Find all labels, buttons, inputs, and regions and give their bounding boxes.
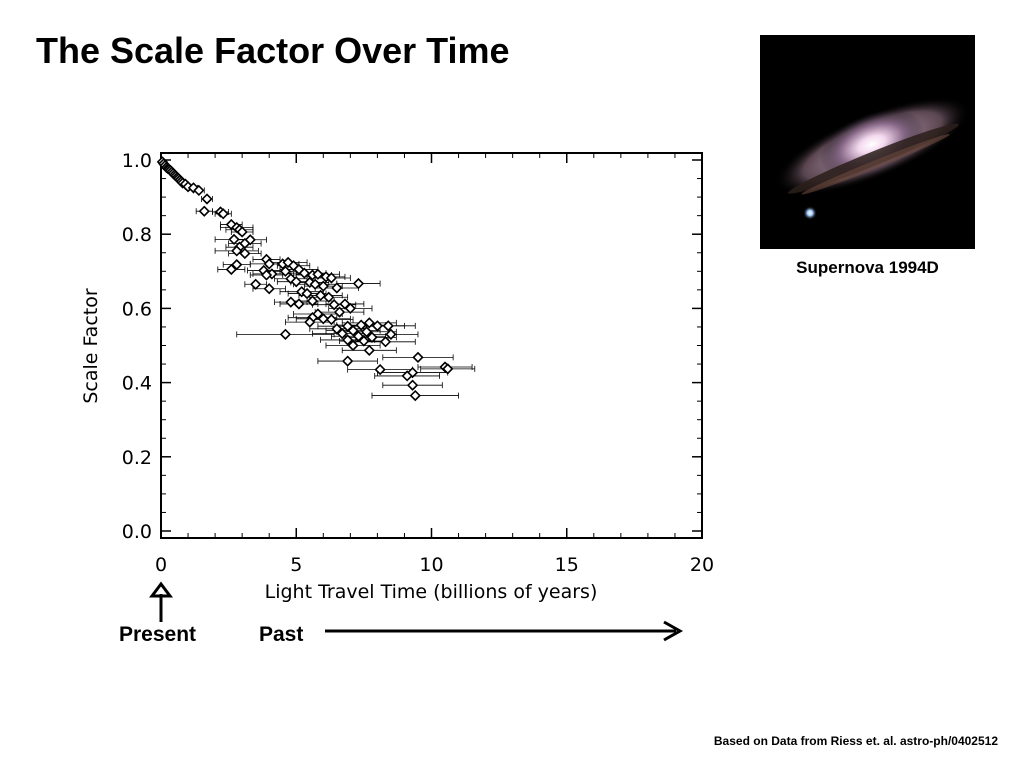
data-point xyxy=(358,335,370,347)
data-points xyxy=(156,156,454,402)
galaxy-image xyxy=(760,35,975,249)
y-tick-label: 0.0 xyxy=(122,521,152,543)
data-point xyxy=(342,355,354,367)
data-point xyxy=(228,233,240,246)
data-point xyxy=(236,226,248,238)
data-point xyxy=(325,272,338,284)
x-axis-title: Light Travel Time (billions of years) xyxy=(265,581,598,603)
data-point xyxy=(347,339,359,352)
data-point xyxy=(298,267,310,279)
x-tick-label: 10 xyxy=(419,554,443,576)
data-point xyxy=(293,298,305,310)
photo-caption: Supernova 1994D xyxy=(796,258,939,277)
y-tick-label: 0.2 xyxy=(122,447,152,469)
data-point xyxy=(360,326,373,338)
data-point xyxy=(352,277,365,290)
slide-title: The Scale Factor Over Time xyxy=(36,30,510,71)
data-point xyxy=(328,299,340,311)
data-point xyxy=(201,193,213,205)
x-tick-label: 15 xyxy=(555,554,579,576)
data-point xyxy=(285,296,297,308)
data-point xyxy=(231,258,243,271)
data-point xyxy=(304,316,316,328)
data-point xyxy=(279,328,292,341)
y-axis-title: Scale Factor xyxy=(80,288,102,404)
data-point xyxy=(331,282,343,294)
present-label: Present xyxy=(119,623,197,646)
data-point xyxy=(331,323,343,335)
source-footnote: Based on Data from Riess et. al. astro-p… xyxy=(713,734,998,748)
tick-labels: 0 5 10 15 20 0.0 0.2 0.4 0.6 0.8 1.0 xyxy=(122,150,714,576)
y-tick-label: 1.0 xyxy=(122,150,152,172)
data-point xyxy=(355,319,367,331)
data-point xyxy=(336,327,348,340)
data-point xyxy=(333,306,346,318)
data-point xyxy=(325,313,338,326)
y-tick-label: 0.6 xyxy=(122,298,152,320)
x-tick-label: 20 xyxy=(690,554,714,576)
data-point xyxy=(374,363,386,376)
past-arrow-icon xyxy=(325,620,684,642)
data-point xyxy=(279,265,292,277)
data-point xyxy=(225,263,237,276)
data-point xyxy=(317,313,329,325)
data-point xyxy=(309,278,321,290)
data-point xyxy=(363,344,375,356)
data-point xyxy=(442,363,454,375)
data-point xyxy=(239,247,251,260)
data-point xyxy=(250,278,262,290)
y-tick-label: 0.8 xyxy=(122,224,152,246)
data-point xyxy=(382,320,394,332)
supernova-photo xyxy=(760,35,975,249)
plot-frame xyxy=(160,152,703,539)
data-point xyxy=(263,258,275,270)
data-point xyxy=(385,328,397,341)
past-label: Past xyxy=(259,623,304,646)
data-point xyxy=(260,269,273,281)
data-point xyxy=(401,370,413,382)
data-point xyxy=(342,334,354,346)
data-point xyxy=(363,317,375,329)
data-point xyxy=(301,287,313,300)
data-point xyxy=(312,268,324,280)
data-point xyxy=(263,283,275,295)
data-point xyxy=(306,295,319,307)
data-point xyxy=(371,320,384,332)
data-point xyxy=(406,379,419,391)
data-point xyxy=(352,330,365,342)
data-point xyxy=(344,302,356,315)
data-point xyxy=(379,336,392,348)
data-point xyxy=(290,276,302,288)
data-point xyxy=(317,280,329,292)
data-point xyxy=(409,389,421,402)
data-point xyxy=(231,245,243,257)
data-point xyxy=(198,205,210,217)
data-point xyxy=(412,351,424,364)
data-point xyxy=(347,325,359,337)
data-point xyxy=(193,184,205,197)
data-point xyxy=(314,289,327,302)
y-tick-label: 0.4 xyxy=(122,373,152,395)
present-arrow-icon xyxy=(149,581,173,622)
x-tick-label: 5 xyxy=(290,554,302,576)
x-tick-label: 0 xyxy=(155,554,167,576)
axis-ticks xyxy=(160,153,703,538)
data-point xyxy=(217,208,229,220)
data-point xyxy=(323,291,335,303)
data-point xyxy=(366,331,378,343)
